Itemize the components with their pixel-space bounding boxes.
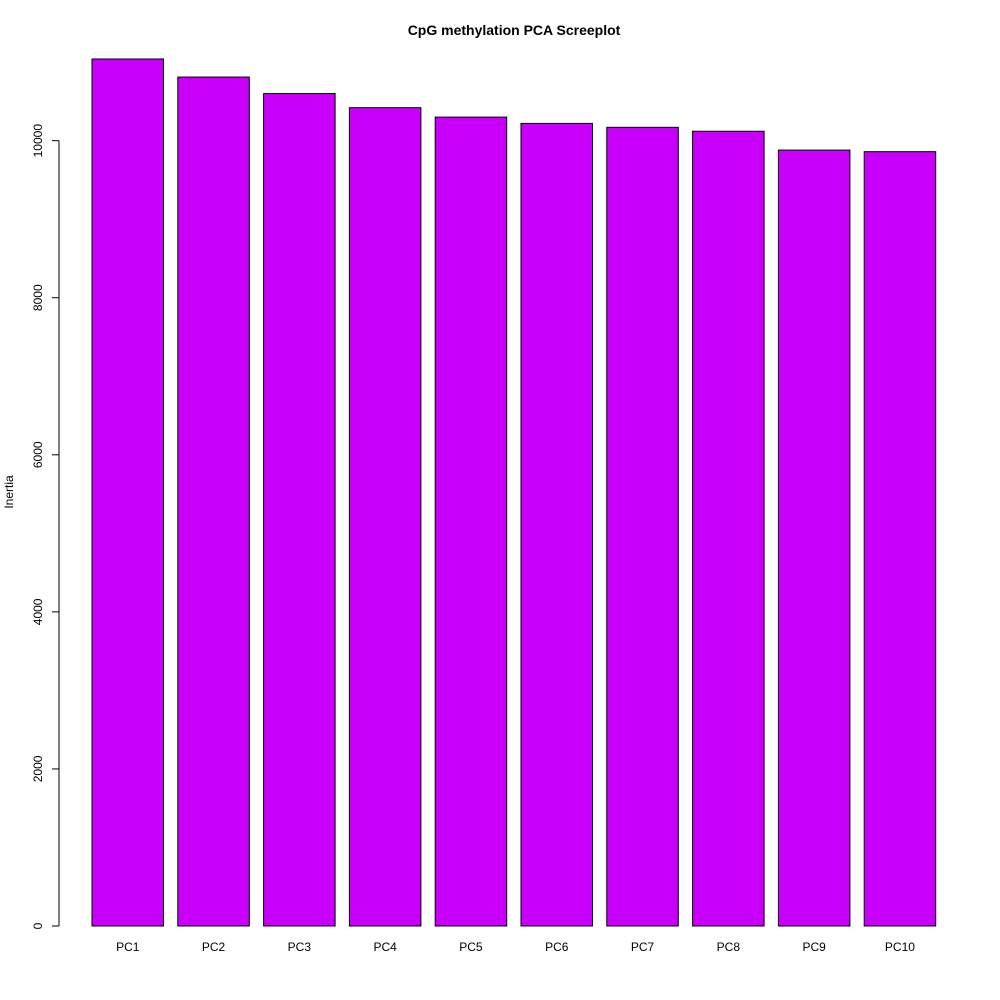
category-label: PC2 <box>202 940 226 954</box>
category-label: PC1 <box>116 940 140 954</box>
category-label: PC8 <box>717 940 741 954</box>
category-label: PC10 <box>885 940 915 954</box>
y-tick-label: 10000 <box>31 124 45 158</box>
bar-pc8 <box>692 130 765 927</box>
y-axis-label: Inertia <box>2 475 16 509</box>
category-label: PC9 <box>802 940 826 954</box>
y-tick-label: 0 <box>31 922 45 929</box>
bar-pc3 <box>263 93 336 927</box>
bar-pc5 <box>434 116 508 927</box>
y-tick-label: 4000 <box>31 598 45 625</box>
y-tick-label: 6000 <box>31 441 45 468</box>
bar-pc9 <box>777 149 851 927</box>
category-label: PC7 <box>631 940 655 954</box>
bar-pc7 <box>606 126 679 927</box>
y-axis-ticks: 0 2000 4000 6000 8000 10000 <box>31 124 59 929</box>
bar-pc1 <box>91 58 164 927</box>
bar-pc10 <box>863 151 937 927</box>
category-label: PC4 <box>373 940 397 954</box>
category-labels: PC1 PC2 PC3 PC4 PC5 PC6 PC7 PC8 PC9 PC10 <box>116 940 915 954</box>
bar-pc6 <box>520 122 593 927</box>
bar-pc2 <box>177 76 250 927</box>
category-label: PC3 <box>288 940 312 954</box>
y-tick-label: 2000 <box>31 755 45 782</box>
bars <box>91 58 937 927</box>
category-label: PC5 <box>459 940 483 954</box>
chart-title: CpG methylation PCA Screeplot <box>408 22 621 38</box>
category-label: PC6 <box>545 940 569 954</box>
bar-pc4 <box>348 107 422 927</box>
y-tick-label: 8000 <box>31 284 45 311</box>
